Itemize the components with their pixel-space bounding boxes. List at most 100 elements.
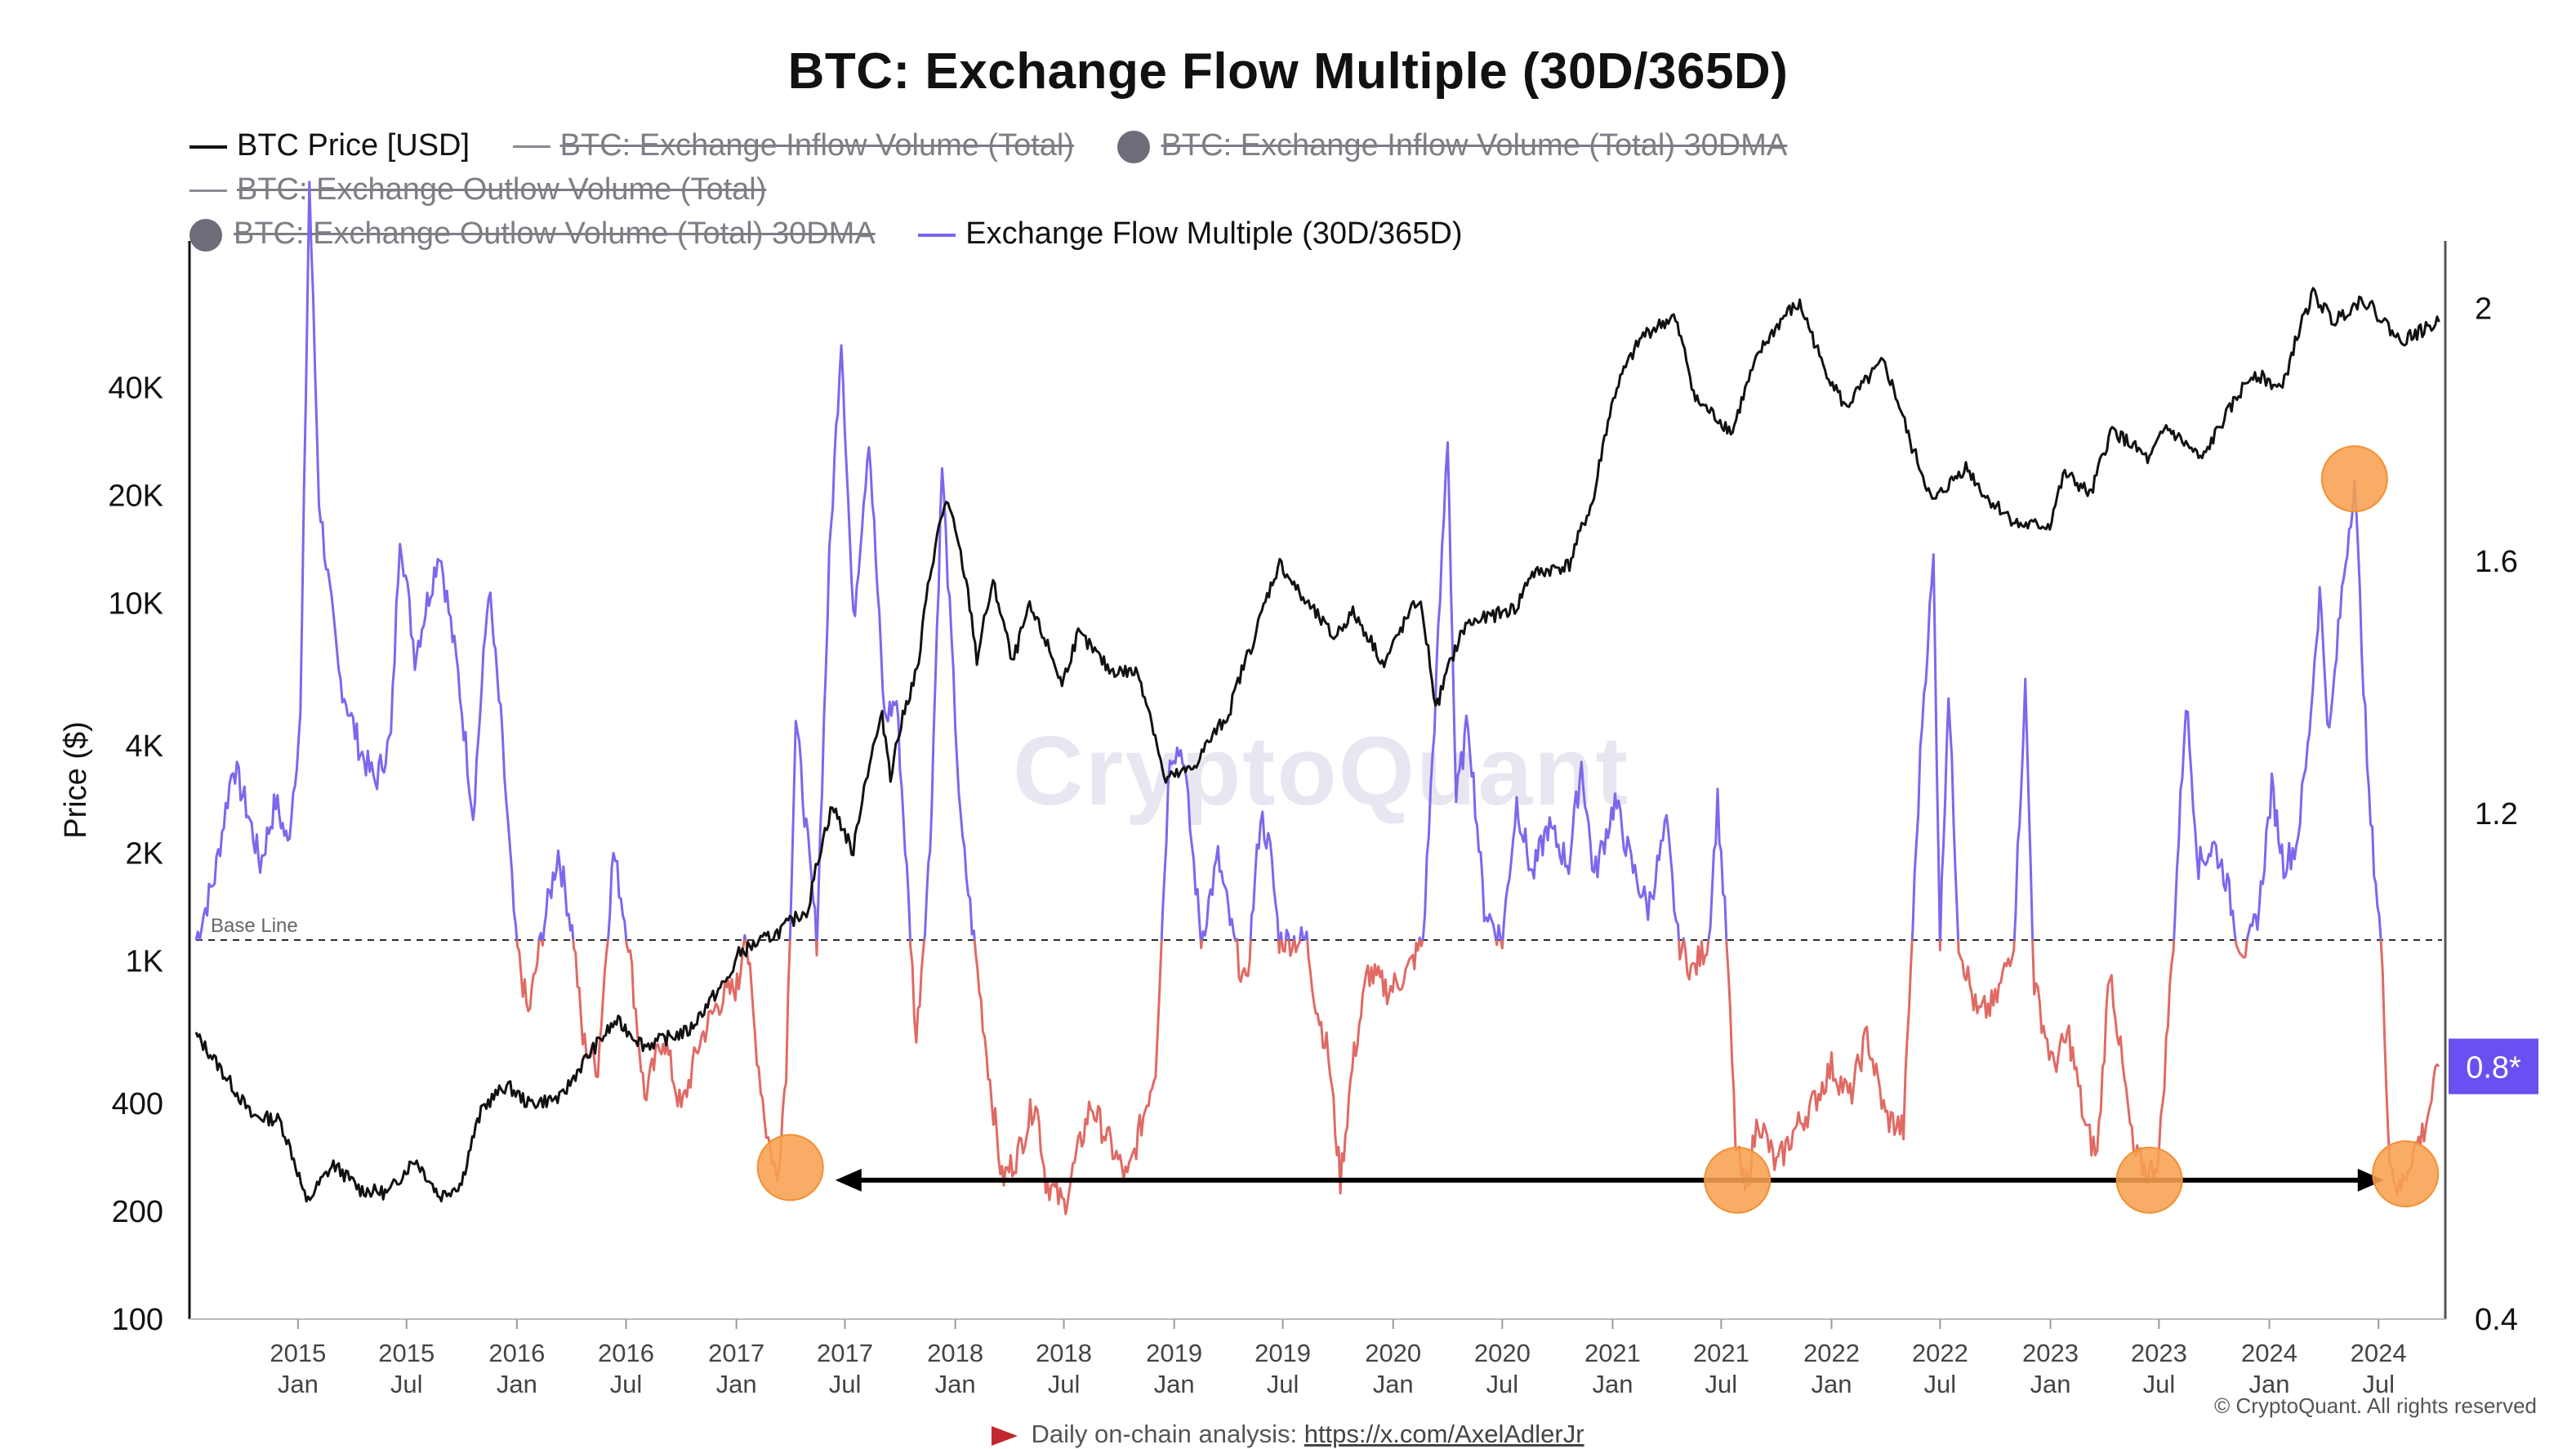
flow-multiple-line-above [1201, 845, 1237, 941]
flow-multiple-line-below [1938, 939, 1942, 952]
flow-multiple-line-above [788, 720, 818, 940]
btc-price-line [194, 287, 2440, 1203]
legend-item-outflow-volume[interactable]: BTC: Exchange Outlow Volume (Total) [189, 168, 766, 211]
flow-multiple-line-below [1280, 939, 1287, 953]
flow-multiple-line-above [1707, 787, 1728, 941]
y-left-tick-label: 400 [112, 1087, 163, 1121]
flow-multiple-line-below [1199, 939, 1204, 950]
flow-multiple-line-below [1678, 939, 1685, 961]
flow-multiple-line-below [1236, 939, 1252, 983]
x-tick-year: 2024 [2241, 1339, 2297, 1367]
footer-text: Daily on-chain analysis: [1031, 1420, 1304, 1448]
x-tick-year: 2016 [488, 1339, 545, 1367]
highlight-circle [756, 1134, 824, 1202]
legend-line-swatch [189, 145, 227, 149]
footer-link[interactable]: https://x.com/AxelAdlerJr [1304, 1420, 1584, 1448]
x-tick-month: Jan [1811, 1370, 1852, 1398]
flow-multiple-line-below [1293, 939, 1301, 954]
legend-label: BTC: Exchange Inflow Volume (Total) 30DM… [1161, 127, 1788, 163]
flow-multiple-line-below [1495, 939, 1499, 947]
x-tick-year: 2016 [598, 1339, 654, 1367]
x-tick-year: 2022 [1912, 1339, 1968, 1367]
flow-multiple-line-above [2245, 479, 2382, 942]
legend-dot-swatch [189, 218, 222, 252]
legend-item-inflow-volume[interactable]: BTC: Exchange Inflow Volume (Total) [512, 124, 1074, 167]
x-tick-year: 2023 [2131, 1339, 2187, 1367]
x-tick-year: 2020 [1365, 1339, 1421, 1367]
x-tick-year: 2015 [378, 1339, 435, 1367]
flow-multiple-line-above [1249, 810, 1280, 940]
x-tick-year: 2017 [708, 1339, 764, 1367]
flow-multiple-line-below [1306, 939, 1421, 1195]
highlight-circle [1704, 1146, 1772, 1214]
legend-item-inflow-volume-30dma[interactable]: BTC: Exchange Inflow Volume (Total) 30DM… [1116, 124, 1788, 167]
arrow-head-right [2357, 1168, 2384, 1192]
chart-title: BTC: Exchange Flow Multiple (30D/365D) [787, 43, 1789, 100]
y-right-tick-label: 0.4 [2475, 1303, 2518, 1337]
flow-multiple-line-above [537, 931, 543, 941]
y-left-tick-label: 4K [126, 729, 163, 764]
y-right-tick-label: 2 [2475, 292, 2492, 326]
y-left-tick-label: 2K [126, 837, 163, 872]
flow-multiple-line-above [194, 181, 519, 941]
flow-multiple-line-below [1725, 939, 1914, 1192]
x-tick-month: Jan [278, 1370, 319, 1398]
legend-item-outflow-volume-30dma[interactable]: BTC: Exchange Outlow Volume (Total) 30DM… [189, 212, 876, 255]
y-left-tick-label: 1K [126, 945, 163, 979]
legend-label: BTC Price [USD] [237, 127, 470, 163]
x-tick-year: 2022 [1803, 1339, 1860, 1367]
x-tick-month: Jan [2030, 1370, 2071, 1398]
flow-multiple-line-below [515, 939, 541, 1013]
flow-multiple-line-above [816, 344, 911, 940]
x-tick-month: Jul [1267, 1370, 1299, 1398]
x-tick-year: 2018 [927, 1339, 983, 1367]
legend-label: Exchange Flow Multiple (30D/365D) [965, 216, 1463, 251]
legend-item-btc-price[interactable]: BTC Price [USD] [189, 124, 470, 167]
x-tick-month: Jul [2362, 1370, 2395, 1398]
x-tick-month: Jul [610, 1370, 643, 1398]
legend-item-flow-multiple[interactable]: Exchange Flow Multiple (30D/365D) [918, 212, 1463, 255]
y-right-tick-label: 1.2 [2475, 797, 2518, 832]
y-left-tick-label: 40K [108, 371, 163, 405]
flow-multiple-line-below [1500, 939, 1504, 950]
flow-multiple-line-above [1910, 553, 1941, 940]
flag-icon [992, 1425, 1018, 1446]
highlight-circle [2320, 445, 2388, 513]
watermark: CryptoQuant [1013, 716, 1630, 826]
x-tick-month: Jul [2143, 1370, 2176, 1398]
flow-multiple-line-above [1421, 441, 1498, 941]
x-tick-year: 2019 [1146, 1339, 1202, 1367]
flow-multiple-line-below [2234, 939, 2248, 959]
flow-multiple-line-below [973, 939, 1163, 1215]
x-tick-year: 2015 [270, 1339, 326, 1367]
flow-multiple-line-above [1501, 760, 1680, 940]
flow-multiple-line-below [909, 939, 926, 1044]
flow-multiple-line-below [540, 939, 545, 947]
flow-multiple-line-above [2173, 709, 2237, 941]
legend-line-swatch [918, 233, 956, 237]
y-left-tick-label: 200 [112, 1195, 163, 1229]
flow-multiple-line-above [1160, 746, 1202, 941]
flow-multiple-line-above [1939, 697, 1960, 940]
flow-multiple-line-above [1299, 925, 1309, 941]
x-tick-month: Jul [1924, 1370, 1957, 1398]
flow-multiple-line-above [1418, 936, 1422, 941]
x-tick-year: 2017 [817, 1339, 873, 1367]
x-tick-month: Jul [390, 1370, 423, 1398]
base-line-label: Base Line [211, 915, 298, 937]
flow-multiple-line-below [1287, 939, 1295, 957]
legend-label: BTC: Exchange Outlow Volume (Total) 30DM… [234, 216, 876, 251]
y-left-tick-label: 100 [112, 1303, 163, 1337]
x-tick-month: Jan [935, 1370, 976, 1398]
flow-multiple-line-below [1277, 939, 1282, 954]
flow-multiple-line-above [1682, 937, 1686, 941]
x-tick-month: Jul [829, 1370, 862, 1398]
x-tick-year: 2018 [1036, 1339, 1092, 1367]
x-tick-month: Jan [1154, 1370, 1195, 1398]
highlight-circle [2372, 1140, 2440, 1208]
flow-multiple-line-above [2012, 677, 2035, 940]
x-tick-year: 2021 [1693, 1339, 1749, 1367]
legend-label: BTC: Exchange Outlow Volume (Total) [237, 172, 767, 207]
legend-line-swatch [189, 189, 227, 193]
